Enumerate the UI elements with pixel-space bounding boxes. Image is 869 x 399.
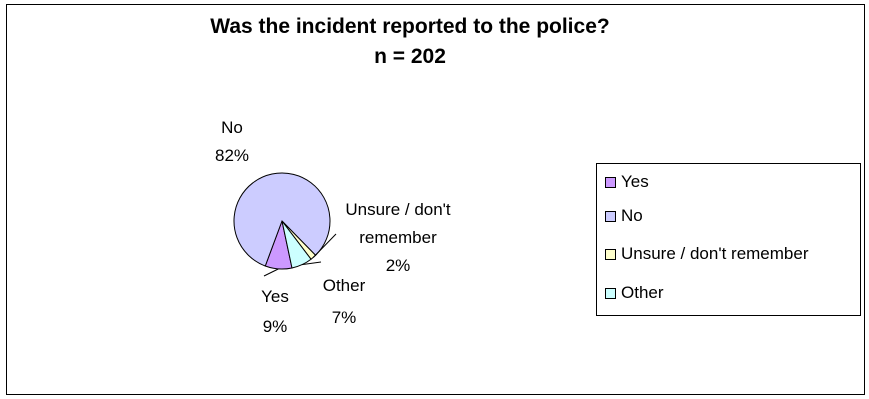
legend-swatch-other <box>605 287 616 299</box>
data-label-other-line-1: Other <box>323 276 366 295</box>
leader-lines <box>263 233 337 277</box>
data-label-yes-line-2: 9% <box>263 317 288 336</box>
legend-item-other: Other <box>605 282 664 304</box>
legend-swatch-yes <box>605 176 616 188</box>
legend-label-yes: Yes <box>621 172 649 191</box>
legend-item-no: No <box>605 205 643 227</box>
legend-label-unsure: Unsure / don't remember <box>621 244 809 263</box>
pie-slice-no <box>233 172 331 267</box>
data-label-other-line-2: 7% <box>332 308 357 327</box>
legend-label-other: Other <box>621 283 664 302</box>
legend-swatch-no <box>605 210 616 222</box>
data-label-unsure-line-3: 2% <box>386 256 411 275</box>
legend-item-yes: Yes <box>605 171 649 193</box>
data-label-no-line-1: No <box>221 118 243 137</box>
chart-title-block: Was the incident reported to the police?… <box>0 12 820 72</box>
legend-swatch-unsure <box>605 248 616 260</box>
leader-line-unsure <box>313 233 337 258</box>
leader-line-yes <box>263 268 279 277</box>
data-label-unsure-line-1: Unsure / don't <box>345 200 451 219</box>
data-labels: No 82% Unsure / don't remember 2% Yes 9% Other 7… <box>215 118 451 336</box>
legend: Yes No Unsure / don't remember Other <box>596 163 861 316</box>
data-label-yes-line-1: Yes <box>261 287 289 306</box>
data-label-no-line-2: 82% <box>215 146 249 165</box>
leader-line-other <box>301 261 322 266</box>
legend-item-unsure: Unsure / don't remember <box>605 243 809 265</box>
chart-title: Was the incident reported to the police? <box>210 15 610 38</box>
data-label-unsure-line-2: remember <box>359 228 437 247</box>
chart-subtitle: n = 202 <box>374 45 446 68</box>
legend-label-no: No <box>621 206 643 225</box>
